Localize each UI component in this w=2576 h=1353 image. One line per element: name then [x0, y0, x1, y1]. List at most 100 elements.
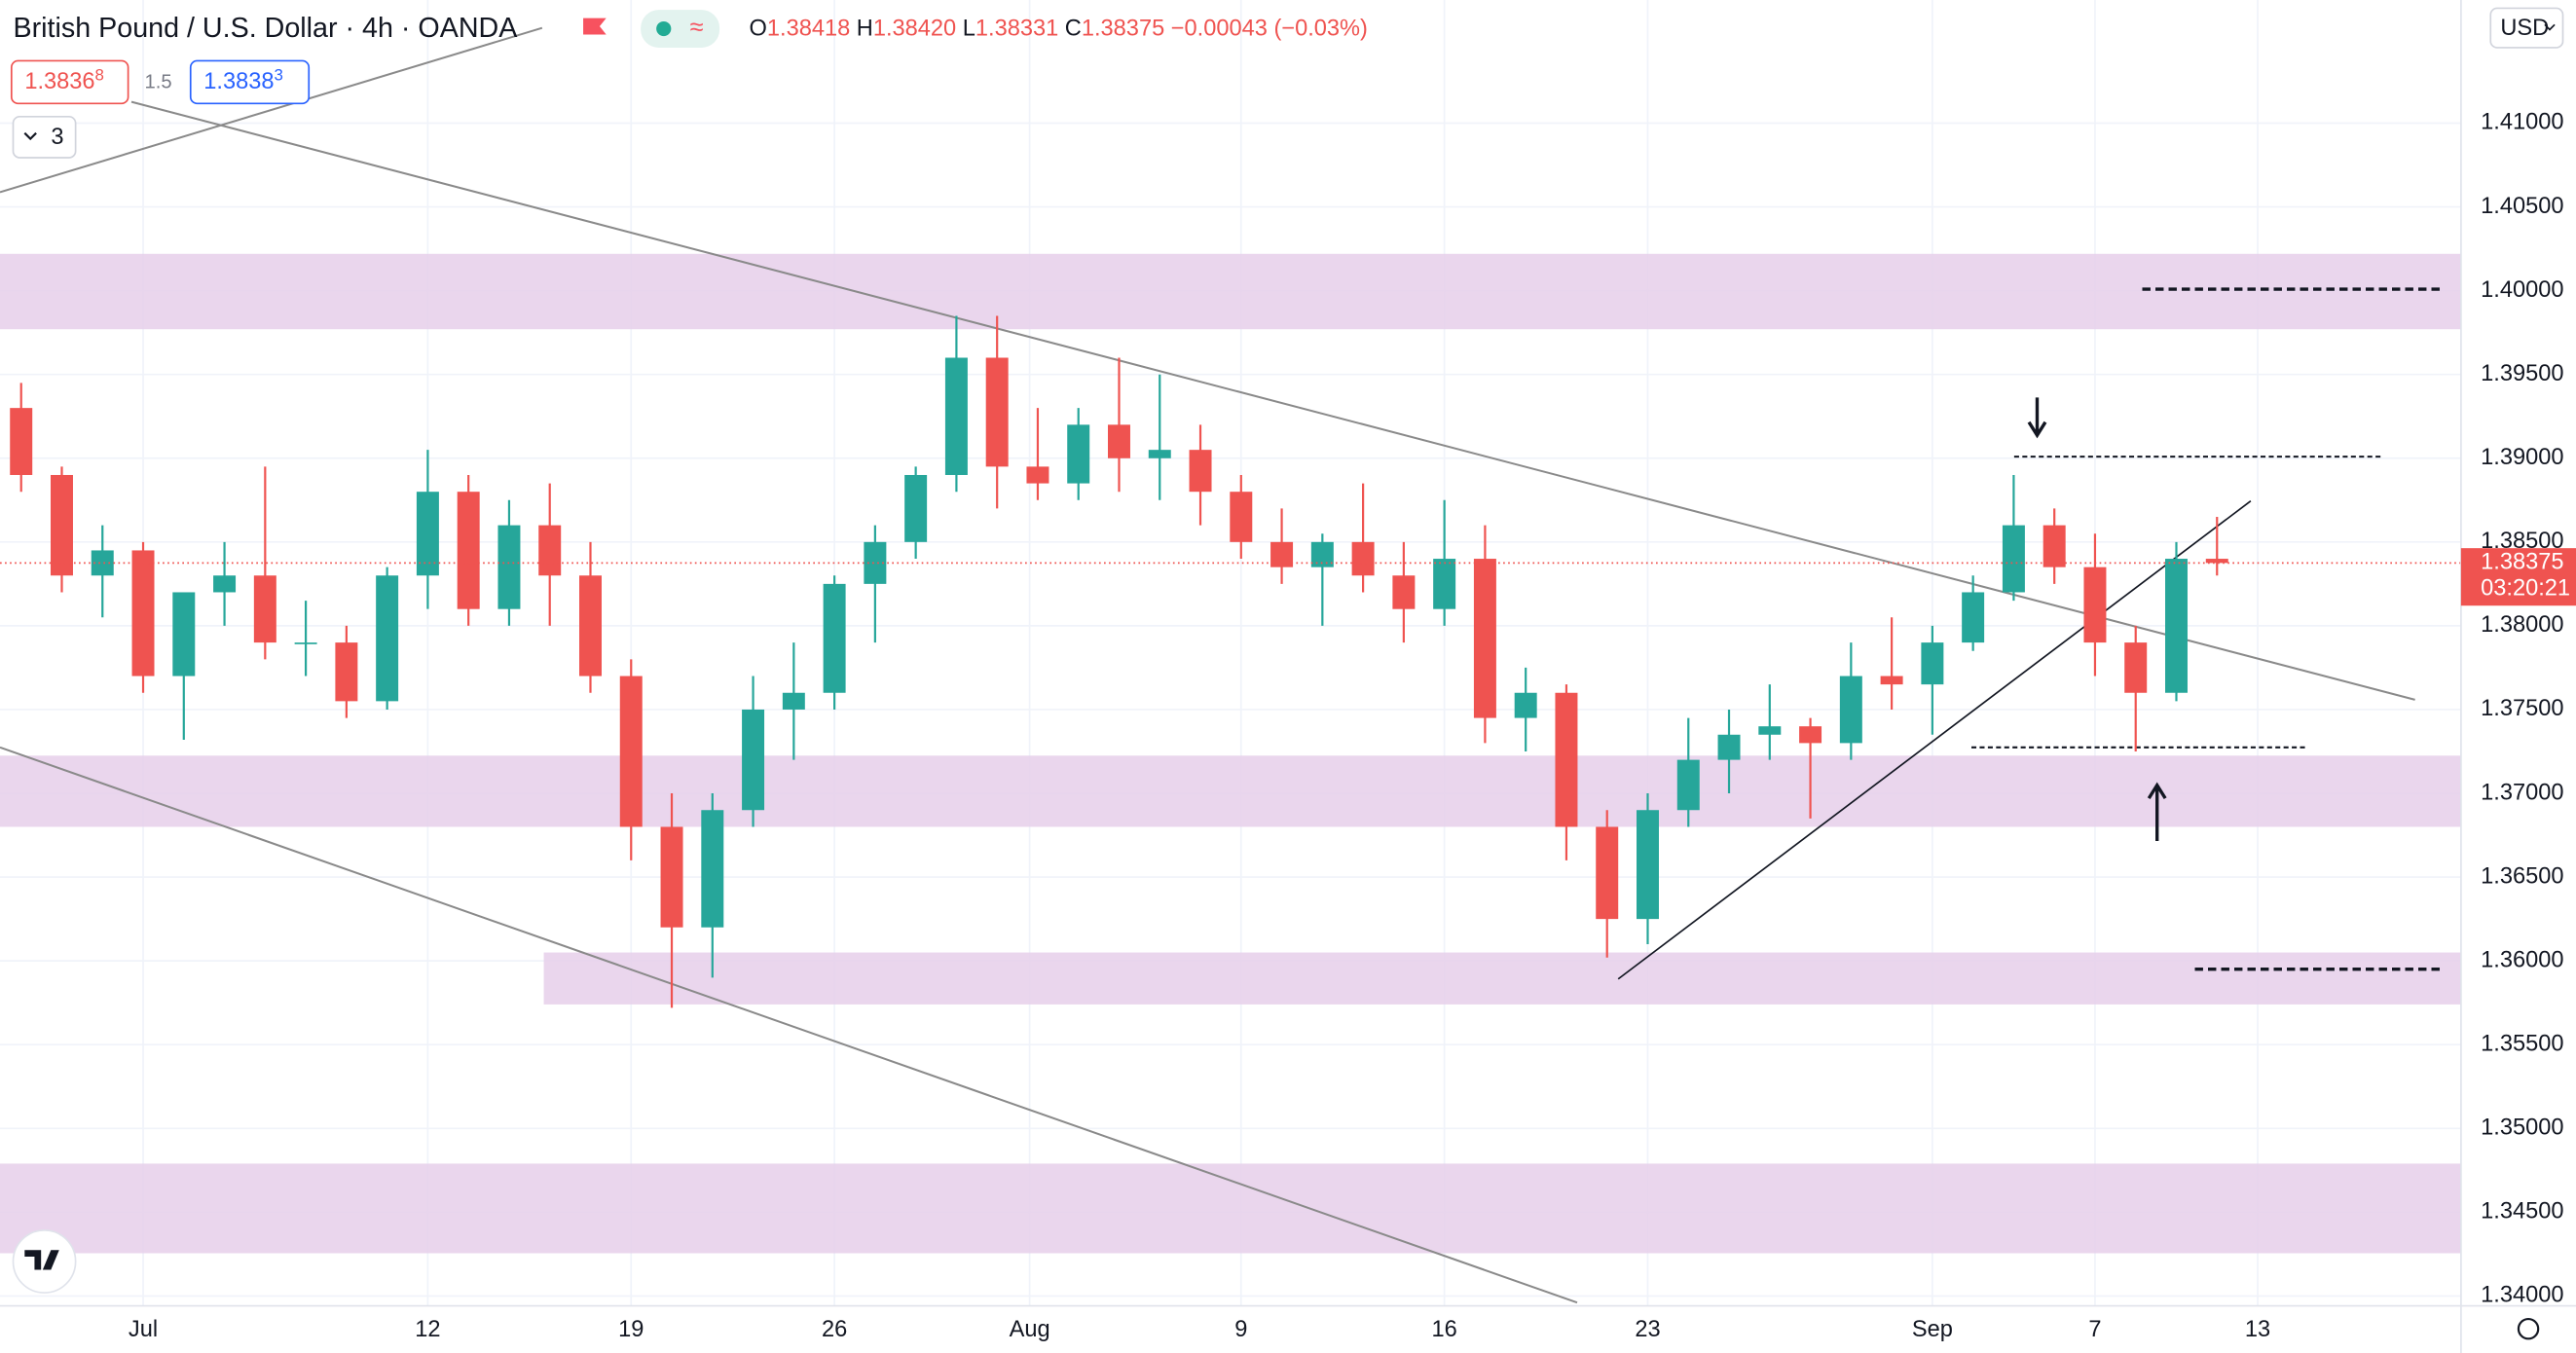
delay-icon: ≈	[690, 14, 704, 41]
ohlc-value: 1.38331	[975, 17, 1058, 42]
sell-button[interactable]	[10, 59, 129, 105]
candle-body	[782, 692, 805, 710]
y-tick-label: 1.35000	[2481, 1115, 2563, 1141]
settings-icon[interactable]	[2517, 1317, 2540, 1340]
candle-body	[1717, 734, 1741, 760]
candle-body	[2042, 525, 2066, 567]
candle-body	[1433, 559, 1456, 609]
flag-icon[interactable]	[583, 18, 607, 35]
last-price-badge	[2460, 548, 2576, 606]
sell-price[interactable]: 1.38368	[24, 66, 104, 95]
candle-body	[1962, 592, 1985, 643]
candle-body	[497, 525, 521, 609]
ohlc-label: H	[857, 17, 873, 42]
candle-body	[1555, 692, 1578, 827]
candle-body	[1351, 541, 1375, 576]
candle-body	[91, 550, 114, 576]
pip[interactable]: 8	[95, 66, 104, 85]
candle-body	[985, 357, 1009, 467]
candle-body	[131, 550, 155, 676]
x-tick-label: 13	[2245, 1317, 2270, 1342]
candle-body	[1108, 424, 1130, 458]
candle-body	[253, 575, 276, 643]
logo[interactable]	[12, 1229, 77, 1294]
candle-body	[1839, 676, 1862, 744]
candle-body	[1676, 759, 1700, 811]
x-tick-label: 12	[415, 1317, 440, 1342]
candle-body	[1637, 810, 1659, 920]
market-open-dot	[656, 20, 672, 37]
x-tick-label: Sep	[1912, 1317, 1953, 1342]
zones	[0, 253, 2461, 1254]
x-tick-label: 16	[1432, 1317, 1457, 1342]
buy-button[interactable]	[189, 59, 311, 105]
candle-body	[660, 826, 683, 928]
candle-body	[416, 492, 439, 576]
candle-body	[457, 492, 480, 609]
candle-body	[2002, 525, 2025, 593]
candle-body	[944, 357, 968, 475]
price[interactable]: 1.3836	[24, 69, 94, 94]
x-tick-label: 7	[2088, 1317, 2101, 1342]
drawings	[0, 26, 2445, 1304]
countdown: 03:20:21	[2481, 576, 2570, 602]
y-tick-label: 1.36500	[2481, 863, 2563, 889]
candle-body	[823, 583, 846, 693]
y-tick-label: 1.39000	[2481, 445, 2563, 470]
trend-line	[130, 100, 2415, 701]
x-tick-label: 19	[618, 1317, 644, 1342]
y-tick-label: 1.34500	[2481, 1199, 2563, 1225]
candle-body	[1189, 450, 1212, 493]
y-tick-label: 1.37500	[2481, 696, 2563, 721]
candle-body	[1148, 450, 1171, 458]
candles	[0, 315, 2461, 1008]
candle-body	[1026, 466, 1049, 484]
candle-body	[335, 642, 358, 702]
candle-body	[51, 474, 73, 576]
chevron	[2544, 23, 2556, 31]
candle-body	[1473, 559, 1496, 718]
candle-body	[2083, 567, 2107, 643]
y-tick-label: 1.35500	[2481, 1031, 2563, 1056]
candle-body	[1392, 575, 1416, 609]
ohlc-label: O	[750, 17, 767, 42]
ohlc-value: 1.38420	[873, 17, 956, 42]
candle-body	[1758, 726, 1782, 735]
currency[interactable]: USD	[2500, 16, 2549, 41]
price-zone	[0, 755, 2461, 827]
ohlc: O1.38418 H1.38420 L1.38331 C1.38375 −0.0…	[750, 17, 1368, 42]
candle-body	[2205, 559, 2228, 564]
candle-body	[701, 810, 724, 928]
y-tick-label: 1.38000	[2481, 612, 2563, 638]
y-tick-label: 1.40000	[2481, 277, 2563, 303]
candle-body	[1921, 642, 1944, 685]
candle-body	[1514, 692, 1537, 718]
candle-body	[538, 525, 562, 576]
trend-line	[0, 26, 543, 194]
price[interactable]: 1.3838	[203, 69, 274, 94]
y-tick-label: 1.37000	[2481, 780, 2563, 805]
candle-body	[1270, 541, 1294, 567]
indicators-toggle[interactable]	[12, 115, 77, 159]
x-tick-label: Jul	[129, 1317, 158, 1342]
ohlc-label: C	[1065, 17, 1082, 42]
price-zone	[0, 253, 2461, 330]
y-tick-label: 1.36000	[2481, 947, 2563, 972]
pip[interactable]: 3	[274, 66, 282, 85]
time-axis	[0, 1305, 2576, 1353]
candle-body	[1596, 826, 1619, 920]
symbol-title[interactable]: British Pound / U.S. Dollar · 4h · OANDA	[14, 13, 519, 44]
candle-body	[1230, 492, 1253, 542]
x-tick-label: Aug	[1010, 1317, 1050, 1342]
currency-button[interactable]	[2489, 7, 2564, 49]
y-tick-label: 1.39500	[2481, 361, 2563, 386]
y-tick-label: 1.40500	[2481, 194, 2563, 219]
indicator-count[interactable]: 3	[51, 125, 63, 150]
candle-body	[10, 408, 33, 475]
candle-body	[1067, 424, 1090, 484]
ohlc-label: L	[963, 17, 975, 42]
y-tick-label: 1.34000	[2481, 1283, 2563, 1308]
buy-price[interactable]: 1.38383	[203, 66, 283, 95]
last-price-label: 1.38375	[2481, 550, 2563, 575]
